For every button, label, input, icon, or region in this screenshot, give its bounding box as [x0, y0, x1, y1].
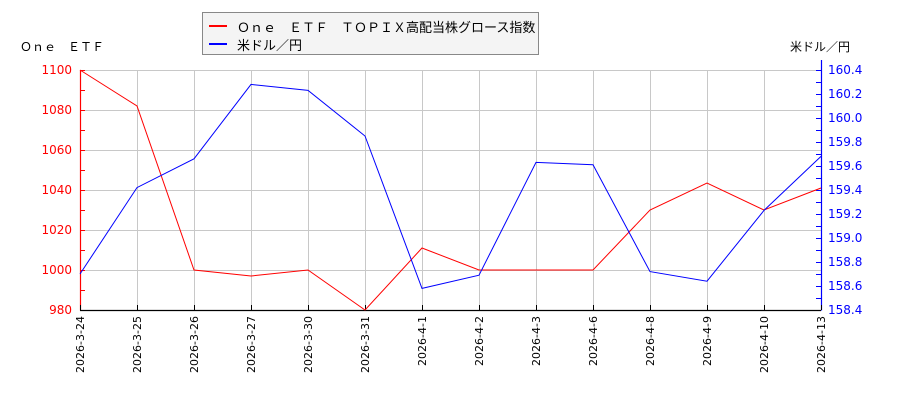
- left-tick-label: 1100: [41, 63, 72, 77]
- legend-swatch-red: [209, 25, 227, 27]
- x-tick-label: 2026-3-27: [245, 316, 258, 373]
- x-tick-label: 2026-4-2: [473, 316, 486, 366]
- right-axis-title: 米ドル／円: [790, 40, 851, 54]
- x-tick-label: 2026-3-30: [302, 316, 315, 373]
- usdjpy-line: [79, 83, 822, 289]
- right-tick-label: 159.8: [828, 135, 862, 149]
- x-tick-label: 2026-4-8: [644, 316, 657, 366]
- right-tick-label: 158.8: [828, 255, 862, 269]
- legend-label-etf: Ｏｎｅ ＥＴＦ ＴＯＰＩＸ高配当株グロース指数: [237, 20, 536, 36]
- x-tick-label: 2026-3-24: [74, 316, 87, 373]
- right-tick-label: 159.4: [828, 183, 862, 197]
- x-tick-label: 2026-4-13: [815, 316, 828, 373]
- etf-line: [79, 69, 822, 311]
- x-tick-label: 2026-4-6: [587, 316, 600, 366]
- x-tick-label: 2026-4-1: [416, 316, 429, 366]
- legend-swatch-blue: [209, 43, 227, 45]
- x-tick-label: 2026-3-31: [359, 316, 372, 373]
- x-tick-label: 2026-4-3: [530, 316, 543, 366]
- right-tick-label: 158.4: [828, 303, 862, 317]
- legend: Ｏｎｅ ＥＴＦ ＴＯＰＩＸ高配当株グロース指数 米ドル／円: [202, 12, 539, 55]
- right-tick-label: 160.0: [828, 111, 862, 125]
- x-tick-label: 2026-3-26: [188, 316, 201, 373]
- legend-item-usdjpy: 米ドル／円: [209, 35, 303, 54]
- left-tick-label: 980: [49, 303, 72, 317]
- left-tick-label: 1080: [41, 103, 72, 117]
- right-tick-label: 159.6: [828, 159, 862, 173]
- legend-label-usdjpy: 米ドル／円: [237, 38, 303, 54]
- right-tick-label: 158.6: [828, 279, 862, 293]
- legend-item-etf: Ｏｎｅ ＥＴＦ ＴＯＰＩＸ高配当株グロース指数: [209, 17, 536, 36]
- left-axis-title: Ｏｎｅ ＥＴＦ: [20, 40, 105, 54]
- left-tick-label: 1000: [41, 263, 72, 277]
- left-tick-label: 1060: [41, 143, 72, 157]
- right-tick-label: 159.0: [828, 231, 862, 245]
- left-tick-label: 1020: [41, 223, 72, 237]
- x-tick-label: 2026-4-9: [701, 316, 714, 366]
- right-tick-label: 160.2: [828, 87, 862, 101]
- x-tick-label: 2026-4-10: [758, 316, 771, 373]
- left-tick-label: 1040: [41, 183, 72, 197]
- x-tick-label: 2026-3-25: [131, 316, 144, 373]
- right-tick-label: 159.2: [828, 207, 862, 221]
- right-tick-label: 160.4: [828, 63, 862, 77]
